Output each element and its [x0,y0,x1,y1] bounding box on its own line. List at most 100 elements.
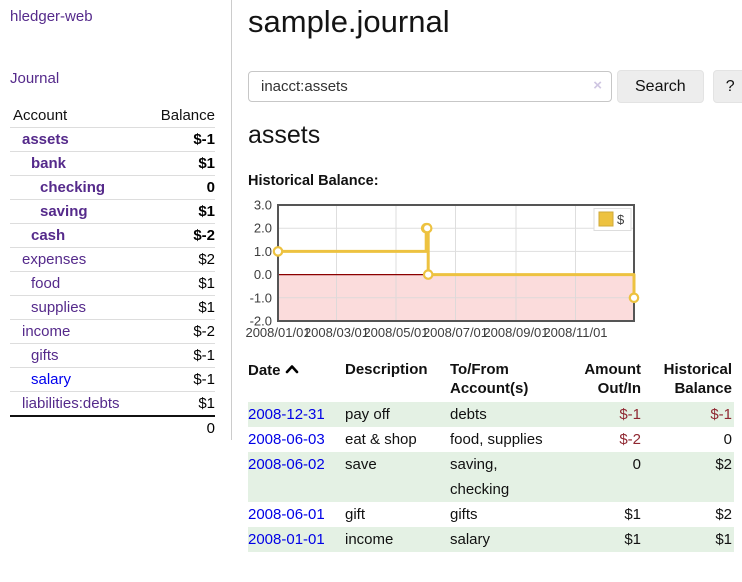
account-balance: $1 [144,295,215,320]
svg-text:2008/05/01: 2008/05/01 [363,325,428,340]
transaction-description: eat & shop [345,431,417,448]
account-link-liabilities-debts[interactable]: liabilities:debts [22,395,120,412]
clear-search-icon[interactable]: × [593,77,602,94]
transaction-date-link[interactable]: 2008-01-01 [248,531,325,548]
account-balance: $2 [144,247,215,272]
account-balance: $1 [144,151,215,176]
account-link-saving[interactable]: saving [40,203,88,220]
account-row-salary: salary $-1 [10,367,215,392]
account-row-cash: cash $-2 [10,223,215,248]
transaction-balance: 0 [723,431,732,448]
account-link-gifts[interactable]: gifts [31,347,59,364]
account-balance: $-1 [144,367,215,392]
transaction-date-link[interactable]: 2008-06-02 [248,456,325,473]
account-balance: 0 [144,175,215,200]
app-title-link[interactable]: hledger-web [10,8,93,25]
svg-text:2008/01/01: 2008/01/01 [245,325,310,340]
sidebar: hledger-web Journal Account Balance asse… [0,0,232,440]
account-link-checking[interactable]: checking [40,179,106,196]
y-axis-labels: 3.0 2.0 1.0 0.0 -1.0 -2.0 [250,198,272,329]
account-balance: $1 [198,395,215,412]
account-link-food[interactable]: food [31,275,61,292]
legend-swatch [598,211,614,227]
description-header: Description [345,361,428,378]
transaction-accounts: debts [450,406,487,423]
account-row-expenses: expenses $2 [10,247,215,272]
sort-asc-icon [285,360,299,379]
svg-text:0.0: 0.0 [254,267,272,282]
transaction-amount: $1 [624,531,641,548]
transaction-balance: $2 [715,456,732,473]
svg-text:1.0: 1.0 [254,244,272,259]
account-row-food: food $1 [10,271,215,296]
transaction-row: 2008-12-31 pay off debts $-1 $-1 [248,402,734,427]
help-button[interactable]: ? [712,70,742,103]
transaction-date-link[interactable]: 2008-06-01 [248,506,325,523]
amount-header: Amount Out/In [584,361,641,397]
svg-text:2.0: 2.0 [254,221,272,236]
transaction-row: 2008-01-01 income salary $1 $1 [248,527,734,552]
accounts-table-header: Account Balance [10,104,215,128]
transaction-amount: 0 [632,456,641,473]
date-sort-header[interactable]: Date [248,360,345,402]
balance-header: Historical Balance [663,361,732,397]
transaction-date-link[interactable]: 2008-06-03 [248,431,325,448]
search-input[interactable] [248,71,612,102]
sidebar-item-journal[interactable]: Journal [10,70,60,87]
legend-label: $ [617,212,625,227]
account-page-heading: assets [248,121,321,149]
transaction-balance: $1 [715,531,732,548]
accounts-header: To/From Account(s) [450,361,529,397]
svg-text:2008/09/01: 2008/09/01 [483,325,548,340]
chart-title: Historical Balance: [248,173,379,189]
transaction-description: gift [345,506,366,523]
account-row-income: income $-2 [10,319,215,344]
account-link-salary[interactable]: salary [31,371,72,388]
transaction-row: 2008-06-02 save saving, checking 0 $2 [248,452,734,502]
accounts-total-value: 0 [144,415,215,440]
transaction-row: 2008-06-01 gift gifts $1 $2 [248,502,734,527]
svg-text:2008/11/01: 2008/11/01 [543,325,607,340]
svg-text:-1.0: -1.0 [250,290,272,305]
account-row-assets: assets $-1 [10,127,215,152]
account-row-bank: bank $1 [10,151,215,176]
account-link-expenses[interactable]: expenses [22,251,87,268]
transaction-accounts: salary [450,531,491,548]
chart-legend: $ [593,208,632,231]
account-balance: $-1 [144,343,215,368]
transaction-accounts: saving, checking [450,456,510,498]
account-row-checking: checking 0 [10,175,215,200]
account-link-bank[interactable]: bank [31,155,67,172]
account-balance: $1 [144,271,215,296]
transaction-description: save [345,456,377,473]
register-table: Date Description To/From Account(s) Amou… [248,360,734,552]
svg-text:2008/03/01: 2008/03/01 [304,325,369,340]
transaction-description: income [345,531,394,548]
account-link-cash[interactable]: cash [31,227,66,244]
account-row-supplies: supplies $1 [10,295,215,320]
balance-column-header: Balance [144,104,215,128]
transaction-row: 2008-06-03 eat & shop food, supplies $-2… [248,427,734,452]
account-row-gifts: gifts $-1 [10,343,215,368]
data-point-markers [272,222,640,304]
transaction-balance: $2 [715,506,732,523]
account-balance: $-2 [144,223,215,248]
account-link-assets[interactable]: assets [22,131,69,148]
account-balance: $1 [144,199,215,224]
search-button[interactable]: Search [617,70,704,103]
account-link-supplies[interactable]: supplies [31,299,87,316]
chart-border [277,204,635,322]
search-form: × Search ? [248,70,742,103]
accounts-total-row: 0 [10,415,215,440]
account-balance: $-2 [144,319,215,344]
transaction-accounts: gifts [450,506,478,523]
page-title: sample.journal [248,4,450,39]
transaction-balance: $-1 [710,406,732,423]
account-balance: $-1 [144,127,215,152]
account-link-income[interactable]: income [22,323,71,340]
historical-balance-chart: $ 3.0 2.0 1.0 0.0 -1.0 -2.0 2008/01/01 2… [245,198,640,344]
account-row-saving: saving $1 [10,199,215,224]
transaction-date-link[interactable]: 2008-12-31 [248,406,325,423]
svg-text:2008/07/01: 2008/07/01 [423,325,488,340]
transaction-description: pay off [345,406,390,423]
